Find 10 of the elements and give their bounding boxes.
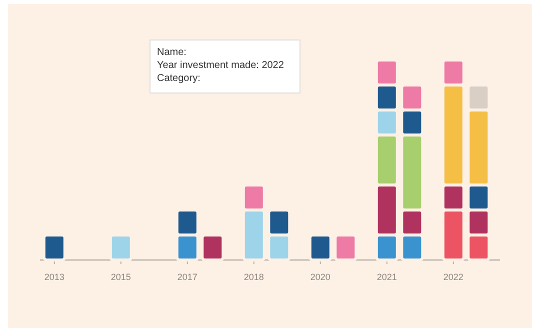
annotation: Category: (157, 73, 200, 84)
x-tick-label: 2020 (310, 272, 330, 282)
x-tick-label: 2021 (376, 272, 397, 282)
x-tick-label: 2013 (44, 272, 64, 282)
x-tick-label: 2017 (177, 272, 198, 282)
tooltip: Name: Year investment made: 2022 Category: (150, 40, 300, 94)
x-tick-label: 2022 (443, 272, 464, 282)
annotation: Year investment made: 2022 (157, 60, 284, 71)
x-tick-label: 2018 (244, 272, 264, 282)
x-tick-label: 2015 (110, 272, 131, 282)
